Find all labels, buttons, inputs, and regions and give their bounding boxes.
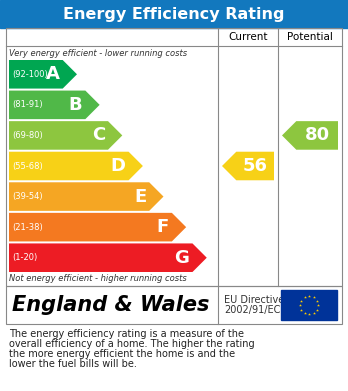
Text: 56: 56: [243, 157, 268, 175]
Polygon shape: [9, 213, 186, 241]
Bar: [281, 290, 337, 320]
Text: EU Directive: EU Directive: [224, 295, 284, 305]
Text: Not energy efficient - higher running costs: Not energy efficient - higher running co…: [9, 274, 187, 283]
Text: 80: 80: [304, 126, 330, 144]
Text: 2002/91/EC: 2002/91/EC: [224, 305, 280, 315]
Polygon shape: [9, 152, 143, 180]
Text: B: B: [69, 96, 82, 114]
Text: England & Wales: England & Wales: [12, 295, 209, 315]
Text: Current: Current: [228, 32, 268, 42]
Bar: [0, 0, 348, 28]
Text: (21-38): (21-38): [12, 222, 43, 231]
Text: (69-80): (69-80): [12, 131, 43, 140]
Bar: [6, 286, 342, 324]
Text: A: A: [46, 65, 60, 83]
Text: Potential: Potential: [287, 32, 333, 42]
Text: overall efficiency of a home. The higher the rating: overall efficiency of a home. The higher…: [9, 339, 255, 349]
Text: E: E: [134, 188, 146, 206]
Text: (39-54): (39-54): [12, 192, 42, 201]
Polygon shape: [9, 182, 164, 211]
Text: D: D: [111, 157, 126, 175]
Text: Energy Efficiency Rating: Energy Efficiency Rating: [63, 7, 285, 22]
Text: F: F: [157, 218, 169, 236]
Text: (81-91): (81-91): [12, 100, 42, 109]
Text: Very energy efficient - lower running costs: Very energy efficient - lower running co…: [9, 49, 187, 58]
Text: (55-68): (55-68): [12, 161, 43, 170]
Text: (92-100): (92-100): [12, 70, 48, 79]
Text: lower the fuel bills will be.: lower the fuel bills will be.: [9, 359, 137, 369]
Text: C: C: [92, 126, 105, 144]
Polygon shape: [9, 121, 122, 150]
Text: (1-20): (1-20): [12, 253, 37, 262]
Polygon shape: [9, 60, 77, 89]
Text: the more energy efficient the home is and the: the more energy efficient the home is an…: [9, 349, 235, 359]
Polygon shape: [9, 91, 100, 119]
Text: G: G: [175, 249, 189, 267]
Polygon shape: [282, 121, 338, 150]
Bar: [6, 28, 342, 286]
Polygon shape: [9, 244, 207, 272]
Polygon shape: [222, 152, 274, 180]
Text: The energy efficiency rating is a measure of the: The energy efficiency rating is a measur…: [9, 329, 244, 339]
